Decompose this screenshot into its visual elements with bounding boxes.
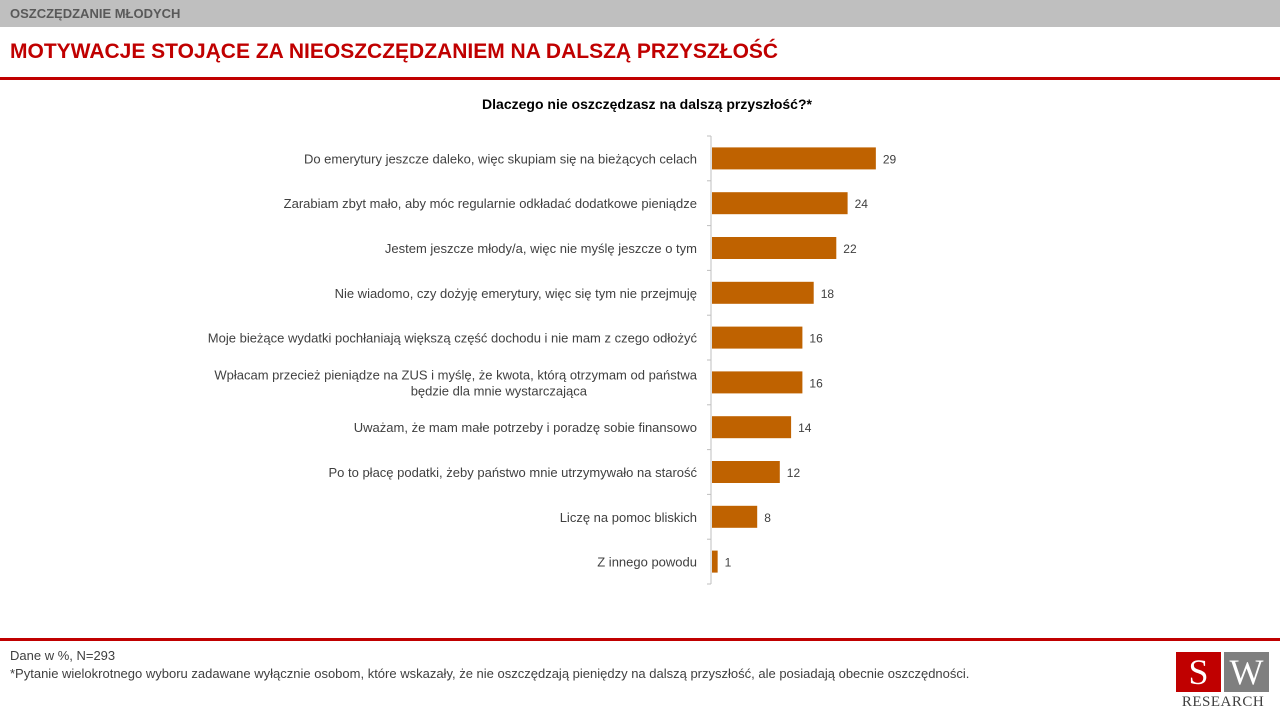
bar-2 [712,192,848,215]
data-label-4: 18 [821,287,835,301]
bar-7 [712,416,792,439]
bar-1 [712,147,876,170]
chart-title: Dlaczego nie oszczędzasz na dalszą przys… [0,96,1280,112]
bar-chart: 29 Do emerytury jeszcze daleko, więc skup… [208,135,897,585]
data-label-2: 24 [855,197,869,211]
logo-letter-s: S [1176,652,1221,692]
page-title: MOTYWACJE STOJĄCE ZA NIEOSZCZĘDZANIEM NA… [10,40,779,63]
data-label-6: 16 [809,376,823,390]
logo-wordmark: RESEARCH [1181,694,1265,710]
data-label-9: 8 [764,511,771,525]
data-label-8: 12 [787,466,801,480]
logo-letter-w: W [1224,652,1269,692]
category-label-8: Po to płacę podatki, żeby państwo mnie u… [328,465,697,480]
bar-6 [712,371,803,394]
category-label-5: Moje bieżące wydatki pochłaniają większą… [208,331,698,346]
footer-divider [0,638,1280,641]
category-label-7: Uważam, że mam małe potrzeby i poradzę s… [354,420,697,435]
bar-4 [712,281,814,304]
section-header-bar: OSZCZĘDZANIE MŁODYCH [0,0,1280,27]
category-label-3: Jestem jeszcze młody/a, więc nie myślę j… [385,241,697,256]
bar-5 [712,326,803,349]
bar-9 [712,505,758,528]
category-label-2: Zarabiam zbyt mało, aby móc regularnie o… [284,196,697,211]
category-label-9: Liczę na pomoc bliskich [560,510,697,525]
section-label: OSZCZĘDZANIE MŁODYCH [10,6,181,21]
title-divider [0,77,1280,80]
category-label-4: Nie wiadomo, czy dożyję emerytury, więc … [335,286,697,301]
bar-8 [712,461,780,483]
data-label-7: 14 [798,421,812,435]
chart-title-text: Dlaczego nie oszczędzasz na dalszą przys… [482,96,812,112]
question-footnote: *Pytanie wielokrotnego wyboru zadawane w… [10,666,970,681]
bar-3 [712,237,837,259]
category-label-1: Do emerytury jeszcze daleko, więc skupia… [304,151,697,166]
data-label-5: 16 [809,332,823,346]
sample-note: Dane w %, N=293 [10,648,116,663]
category-label-10: Z innego powodu [597,555,697,570]
sw-research-logo: S W RESEARCH [1176,652,1270,712]
data-label-10: 1 [725,556,732,570]
category-label-6: Wpłacam przecież pieniądze na ZUS i myśl… [214,367,697,398]
data-label-3: 22 [843,242,857,256]
data-label-1: 29 [883,152,897,166]
bar-10 [712,550,718,573]
